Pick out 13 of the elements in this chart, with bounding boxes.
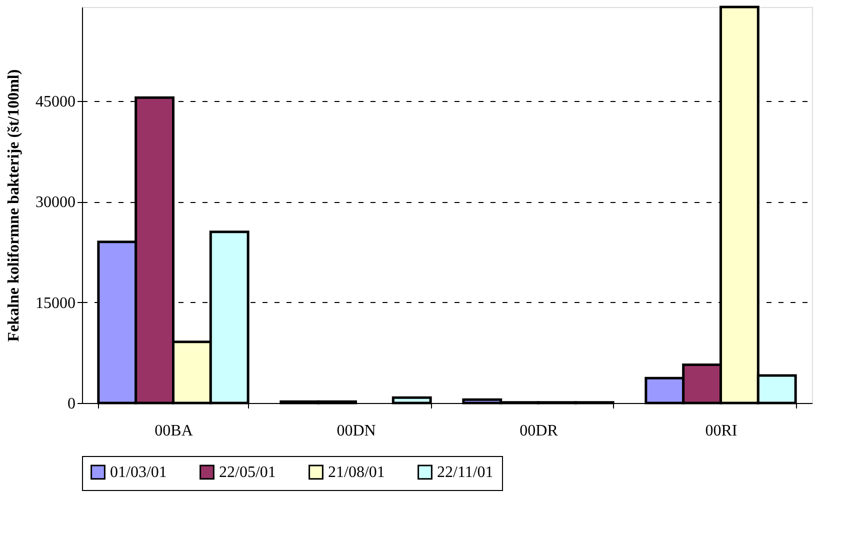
legend-label: 22/11/01 <box>437 464 494 482</box>
y-tick-label: 30000 <box>36 194 76 212</box>
y-axis-title: Fekalne koliformne bakterije (št/100ml) <box>6 69 22 342</box>
x-tick-label: 00DR <box>520 422 558 440</box>
y-tick-label: 45000 <box>36 93 76 110</box>
y-tick-label: 15000 <box>36 294 76 312</box>
legend-label: 21/08/01 <box>328 464 385 482</box>
x-tick-label: 00RI <box>705 422 738 440</box>
legend-label: 22/05/01 <box>219 464 276 482</box>
x-tick-label: 00DN <box>336 422 376 440</box>
legend-label: 01/03/01 <box>110 464 167 482</box>
y-tick-label: 0 <box>68 396 76 412</box>
x-tick-label: 00BA <box>154 422 194 440</box>
